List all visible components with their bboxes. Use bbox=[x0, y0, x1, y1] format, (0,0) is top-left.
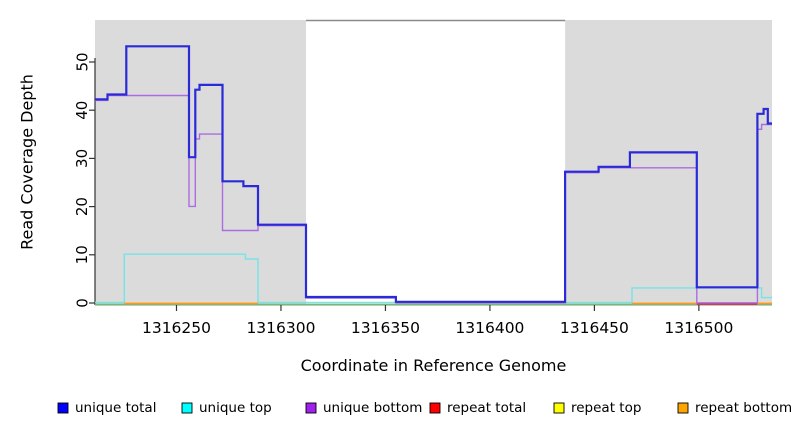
x-tick-label: 1316250 bbox=[142, 319, 211, 337]
x-tick-label: 1316300 bbox=[246, 319, 315, 337]
legend-label-unique-total: unique total bbox=[75, 400, 156, 416]
legend-label-repeat-top: repeat top bbox=[571, 400, 641, 416]
legend-swatch-unique-top bbox=[181, 402, 193, 414]
legend-label-repeat-bottom: repeat bottom bbox=[695, 400, 792, 416]
series-unique-total bbox=[95, 45, 772, 303]
y-tick-label: 20 bbox=[73, 197, 91, 216]
y-tick-label: 30 bbox=[73, 149, 91, 168]
shaded-region-0 bbox=[95, 20, 307, 305]
legend-swatch-unique-bottom bbox=[305, 402, 317, 414]
x-axis-title: Coordinate in Reference Genome bbox=[300, 356, 567, 375]
legend-swatch-repeat-top bbox=[553, 402, 565, 414]
series-unique-top bbox=[95, 253, 772, 304]
x-tick-label: 1316450 bbox=[560, 319, 629, 337]
legend-label-unique-top: unique top bbox=[199, 400, 272, 416]
legend-swatch-repeat-total bbox=[429, 402, 441, 414]
legend-swatch-unique-total bbox=[57, 402, 69, 414]
y-tick-label: 10 bbox=[73, 245, 91, 264]
y-axis-title: Read Coverage Depth bbox=[17, 74, 37, 250]
x-tick-label: 1316350 bbox=[351, 319, 420, 337]
legend-label-repeat-total: repeat total bbox=[447, 400, 526, 416]
y-tick-label: 40 bbox=[73, 101, 91, 120]
legend-swatch-repeat-bottom bbox=[677, 402, 689, 414]
legend-label-unique-bottom: unique bottom bbox=[323, 400, 422, 416]
y-tick-label: 50 bbox=[73, 52, 91, 71]
y-tick-label: 0 bbox=[73, 298, 91, 308]
shaded-region-1 bbox=[565, 20, 772, 305]
x-tick-label: 1316400 bbox=[455, 319, 524, 337]
x-tick-label: 1316500 bbox=[664, 319, 733, 337]
